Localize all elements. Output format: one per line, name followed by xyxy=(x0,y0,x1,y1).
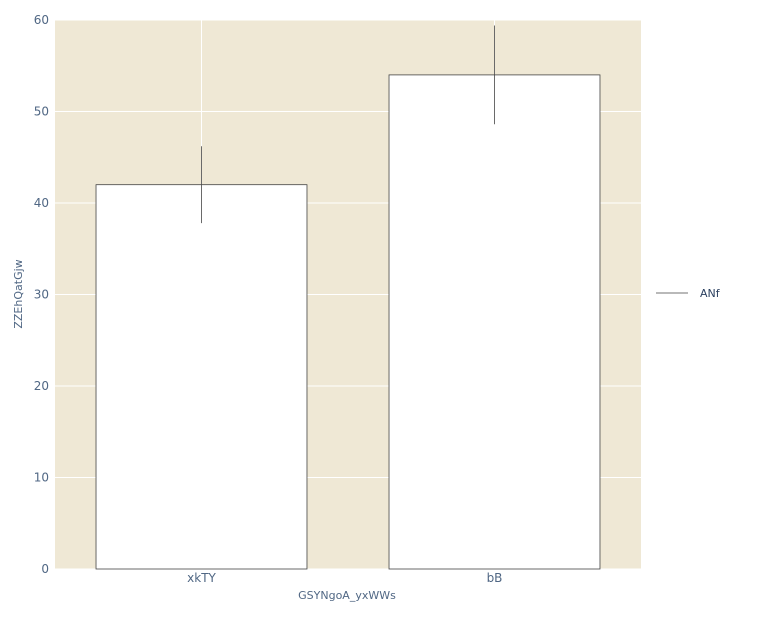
x-axis-ticks: xkTY bB xyxy=(187,571,502,585)
y-tick-label: 40 xyxy=(34,196,49,210)
x-tick-label: bB xyxy=(487,571,503,585)
y-tick-label: 30 xyxy=(34,288,49,302)
y-tick-label: 60 xyxy=(34,13,49,27)
bars xyxy=(95,74,601,570)
x-tick-label: xkTY xyxy=(187,571,216,585)
legend-label: ANf xyxy=(700,287,721,300)
bar-xkTY xyxy=(95,184,308,570)
y-tick-label: 0 xyxy=(41,562,49,576)
y-tick-label: 20 xyxy=(34,379,49,393)
y-tick-label: 10 xyxy=(34,471,49,485)
error-bars xyxy=(201,25,495,224)
y-tick-label: 50 xyxy=(34,105,49,119)
y-axis-title: ZZEhQatGjw xyxy=(12,259,25,328)
y-axis-ticks: 0 10 20 30 40 50 60 xyxy=(34,13,49,576)
legend[interactable]: ANf xyxy=(656,287,721,300)
x-axis-title: GSYNgoA_yxWWs xyxy=(298,589,396,602)
bar-bB xyxy=(388,74,601,570)
